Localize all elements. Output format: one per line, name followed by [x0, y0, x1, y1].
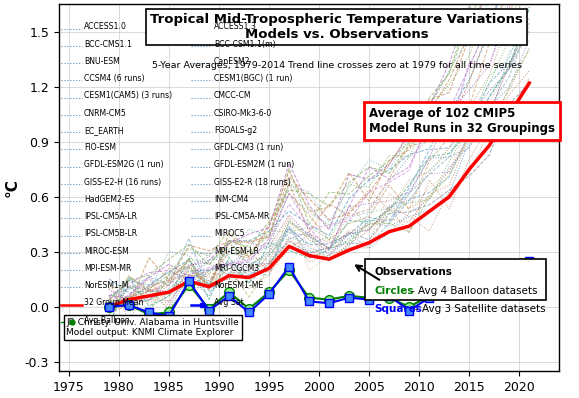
- Text: INM-CM4: INM-CM4: [214, 195, 248, 204]
- Text: MPI-ESM-LR: MPI-ESM-LR: [214, 247, 259, 256]
- Text: FIO-ESM: FIO-ESM: [84, 143, 116, 152]
- Text: Circles: Circles: [374, 286, 413, 296]
- Text: JR Christy. Univ. Alabama in Huntsville
Model output: KNMI Climate Explorer: JR Christy. Univ. Alabama in Huntsville …: [67, 318, 239, 337]
- Text: IPSL-CM5A-MR: IPSL-CM5A-MR: [214, 212, 269, 221]
- Text: - Avg 4 Balloon datasets: - Avg 4 Balloon datasets: [411, 286, 537, 296]
- Text: Tropical Mid-Tropospheric Temperature Variations
Models vs. Observations: Tropical Mid-Tropospheric Temperature Va…: [150, 14, 523, 41]
- Text: - Avg 3 Satellite datasets: - Avg 3 Satellite datasets: [415, 304, 545, 314]
- Text: MPI-ESM-MR: MPI-ESM-MR: [84, 264, 131, 273]
- Text: 5-Year Averages, 1979-2014 Trend line crosses zero at 1979 for all time series: 5-Year Averages, 1979-2014 Trend line cr…: [152, 61, 522, 70]
- Text: GISS-E2-R (18 runs): GISS-E2-R (18 runs): [214, 178, 291, 187]
- Text: Observations: Observations: [374, 267, 452, 277]
- Text: GFDL-CM3 (1 run): GFDL-CM3 (1 run): [214, 143, 283, 152]
- Text: BCC-CMS1.1: BCC-CMS1.1: [84, 40, 132, 49]
- Text: CanESM2: CanESM2: [214, 57, 251, 66]
- Text: MIROC5: MIROC5: [214, 229, 244, 238]
- Text: CESM1(CAM5) (3 runs): CESM1(CAM5) (3 runs): [84, 92, 172, 100]
- Text: CCSM4 (6 runs): CCSM4 (6 runs): [84, 74, 144, 83]
- Text: GISS-E2-H (16 runs): GISS-E2-H (16 runs): [84, 178, 161, 187]
- Text: Avg Balloon: Avg Balloon: [84, 316, 130, 325]
- Text: GFDL-ESM2M (1 run): GFDL-ESM2M (1 run): [214, 160, 294, 170]
- Text: ACCESS1.0: ACCESS1.0: [84, 22, 127, 31]
- Text: BNU-ESM: BNU-ESM: [84, 57, 120, 66]
- Text: 32 Group Mean: 32 Group Mean: [84, 298, 144, 307]
- Text: NorESM1-M: NorESM1-M: [84, 281, 128, 290]
- Text: Observations
Circles - Avg 4 Balloon datasets
Squares- Avg 3 Satellite datasets: Observations Circles - Avg 4 Balloon dat…: [369, 263, 542, 296]
- Text: Avg Sat: Avg Sat: [214, 298, 244, 307]
- Text: IPSL-CM5A-LR: IPSL-CM5A-LR: [84, 212, 137, 221]
- Text: ACCESS1.3: ACCESS1.3: [214, 22, 257, 31]
- Text: MRI-CGCM3: MRI-CGCM3: [214, 264, 259, 273]
- Text: FGOALS-g2: FGOALS-g2: [214, 126, 257, 135]
- Text: Average of 102 CMIP5
Model Runs in 32 Groupings: Average of 102 CMIP5 Model Runs in 32 Gr…: [369, 107, 555, 135]
- Text: CSIRO-Mk3-6-0: CSIRO-Mk3-6-0: [214, 109, 272, 118]
- Text: CMCC-CM: CMCC-CM: [214, 92, 251, 100]
- Text: GFDL-ESM2G (1 run): GFDL-ESM2G (1 run): [84, 160, 163, 170]
- Text: EC_EARTH: EC_EARTH: [84, 126, 123, 135]
- Text: CESM1(BGC) (1 run): CESM1(BGC) (1 run): [214, 74, 292, 83]
- Text: HadGEM2-ES: HadGEM2-ES: [84, 195, 134, 204]
- Text: BCC-CSM1.1(m): BCC-CSM1.1(m): [214, 40, 276, 49]
- Text: MIROC-ESM: MIROC-ESM: [84, 247, 129, 256]
- Text: CNRM-CM5: CNRM-CM5: [84, 109, 127, 118]
- Y-axis label: °C: °C: [4, 178, 19, 197]
- Text: IPSL-CM5B-LR: IPSL-CM5B-LR: [84, 229, 137, 238]
- Text: Squares: Squares: [374, 304, 422, 314]
- Text: NorESM1-ME: NorESM1-ME: [214, 281, 263, 290]
